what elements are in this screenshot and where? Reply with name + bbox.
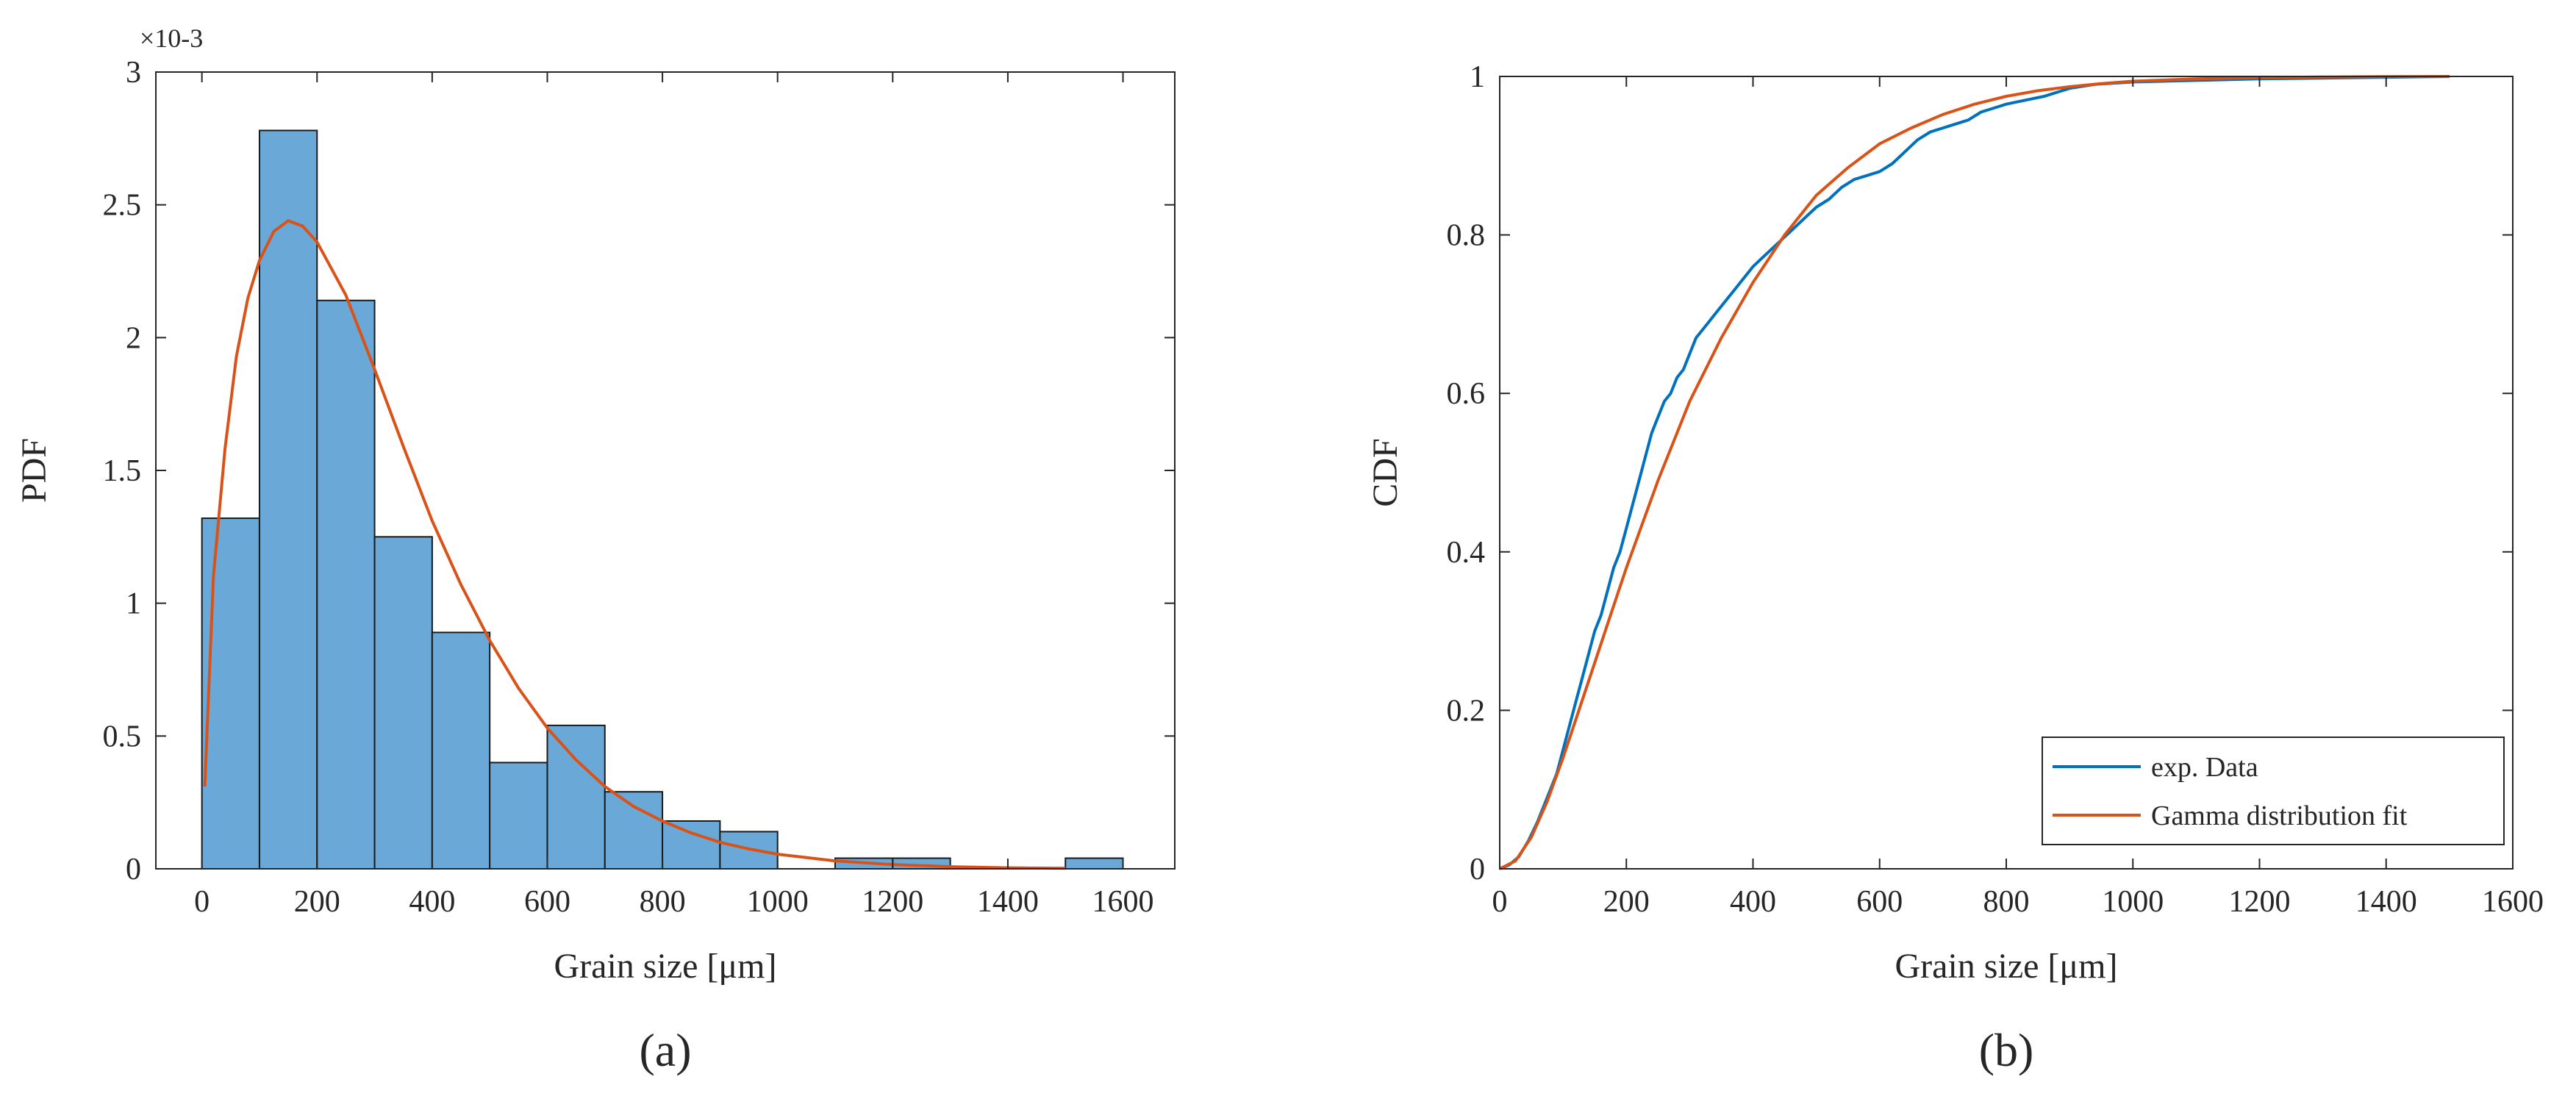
histogram-bar — [431, 631, 491, 870]
legend: exp. Data Gamma distribution fit — [2042, 737, 2505, 845]
x-tick-label: 0 — [194, 885, 210, 919]
histogram-bar — [604, 791, 664, 870]
gamma-fit-cdf-line — [1499, 75, 2450, 870]
x-ticks-b: 0 200 400 600 800 1000 1200 1400 1600 — [1492, 76, 2544, 919]
y-tick-label: 0.4 — [1447, 536, 1486, 570]
y-axis-title-a: PDF — [15, 438, 54, 503]
histogram-bar — [546, 724, 606, 870]
legend-entry-label: Gamma distribution fit — [2151, 800, 2408, 831]
x-tick-label: 1600 — [2482, 885, 2544, 919]
x-tick-label: 1000 — [2102, 885, 2164, 919]
x-tick-label: 1600 — [1092, 885, 1154, 919]
x-axis-title-b: Grain size [μm] — [1895, 947, 2118, 986]
histogram-bar — [373, 536, 433, 870]
x-tick-label: 600 — [1856, 885, 1903, 919]
x-tick-label: 600 — [524, 885, 570, 919]
x-tick-label: 1200 — [2229, 885, 2291, 919]
y-ticks-b: 0 0.2 0.4 0.6 0.8 1 — [1447, 60, 2513, 886]
x-tick-label: 200 — [294, 885, 340, 919]
exp-data-line — [1499, 75, 2450, 870]
y-tick-label: 0.8 — [1447, 219, 1486, 253]
panel-label-b: (b) — [1979, 1024, 2034, 1076]
y-tick-label: 0 — [1470, 853, 1485, 886]
legend-entry-label: exp. Data — [2151, 752, 2258, 783]
x-tick-label: 1400 — [977, 885, 1039, 919]
x-axis-title-a: Grain size [μm] — [554, 947, 777, 986]
y-tick-label: 2.5 — [103, 189, 142, 223]
x-tick-label: 1000 — [747, 885, 809, 919]
gamma-fit-pdf-curve — [203, 219, 1066, 870]
y-tick-label: 1 — [126, 587, 141, 621]
histogram-bar — [662, 820, 721, 870]
panel-label-a: (a) — [639, 1024, 691, 1076]
x-tick-label: 1200 — [862, 885, 923, 919]
panel-a-histogram: 0 200 400 600 800 1000 1200 1400 1600 0 0.5 1 1.5 2 2… — [15, 24, 1176, 1076]
y-tick-label: 0.5 — [103, 720, 142, 753]
y-tick-label: 0.6 — [1447, 377, 1486, 411]
y-tick-label: 3 — [126, 56, 141, 90]
x-tick-label: 400 — [409, 885, 455, 919]
y-exponent-label: ×10-3 — [140, 24, 203, 53]
panel-b-cdf: 0 200 400 600 800 1000 1200 1400 1600 0 0.2 0.4 0.6… — [1366, 60, 2544, 1076]
y-tick-label: 2 — [126, 321, 141, 355]
x-tick-label: 0 — [1492, 885, 1508, 919]
y-tick-label: 1 — [1470, 60, 1485, 94]
x-tick-label: 800 — [1983, 885, 2030, 919]
y-ticks-a: 0 0.5 1 1.5 2 2.5 3 — [103, 56, 1175, 886]
histogram-bar — [1065, 857, 1124, 870]
y-tick-label: 0.2 — [1447, 694, 1486, 728]
x-tick-label: 400 — [1730, 885, 1776, 919]
histogram-bar — [258, 129, 318, 870]
legend-box — [2042, 737, 2505, 845]
cdf-lines — [1499, 75, 2450, 870]
y-tick-label: 0 — [126, 853, 141, 886]
histogram-bars — [201, 129, 1124, 870]
histogram-bar — [316, 299, 376, 870]
y-tick-label: 1.5 — [103, 454, 142, 488]
x-ticks-a: 0 200 400 600 800 1000 1200 1400 1600 — [194, 72, 1154, 919]
y-axis-title-b: CDF — [1366, 438, 1405, 506]
x-tick-label: 200 — [1603, 885, 1650, 919]
histogram-bar — [201, 517, 260, 870]
x-tick-label: 800 — [640, 885, 686, 919]
x-tick-label: 1400 — [2355, 885, 2417, 919]
histogram-bar — [489, 761, 548, 870]
